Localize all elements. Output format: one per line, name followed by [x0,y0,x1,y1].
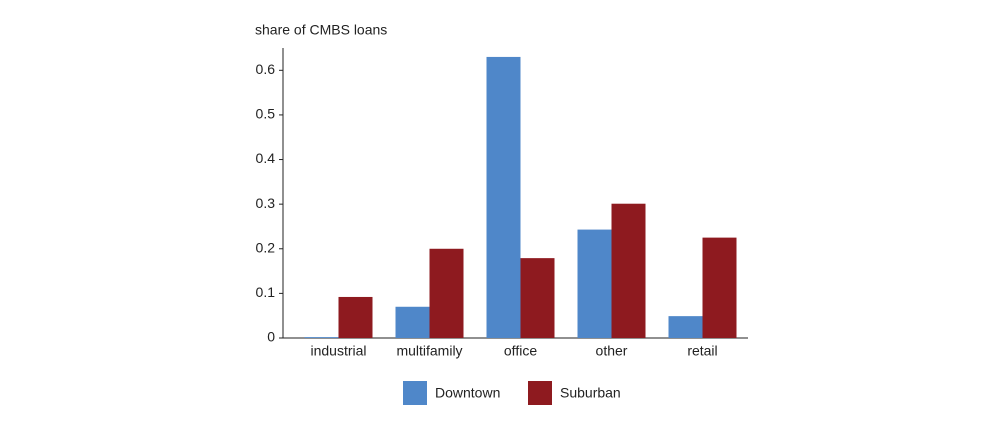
bar [577,229,612,338]
bar [338,296,373,338]
bar [395,306,430,338]
bar [702,237,737,338]
legend-label: Suburban [560,385,621,401]
bar [520,258,555,338]
legend-swatch [528,381,552,405]
x-tick-label: office [504,343,537,359]
x-tick-label: other [596,343,628,359]
x-tick-label: industrial [310,343,366,359]
x-tick-label: multifamily [396,343,462,359]
legend-label: Downtown [435,385,500,401]
bar [486,56,521,339]
y-tick-label: 0.2 [256,239,276,255]
y-tick-label: 0.4 [256,150,276,166]
y-tick-label: 0.6 [256,61,276,77]
bar [668,316,703,338]
bar [429,248,464,338]
bar [611,203,646,338]
x-tick-label: retail [687,343,717,359]
bar [304,337,339,338]
y-tick-label: 0.3 [256,195,276,211]
y-tick-label: 0.5 [256,106,276,122]
y-axis-label: share of CMBS loans [255,22,387,38]
legend-swatch [403,381,427,405]
y-tick-label: 0 [267,329,275,345]
y-tick-label: 0.1 [256,284,276,300]
